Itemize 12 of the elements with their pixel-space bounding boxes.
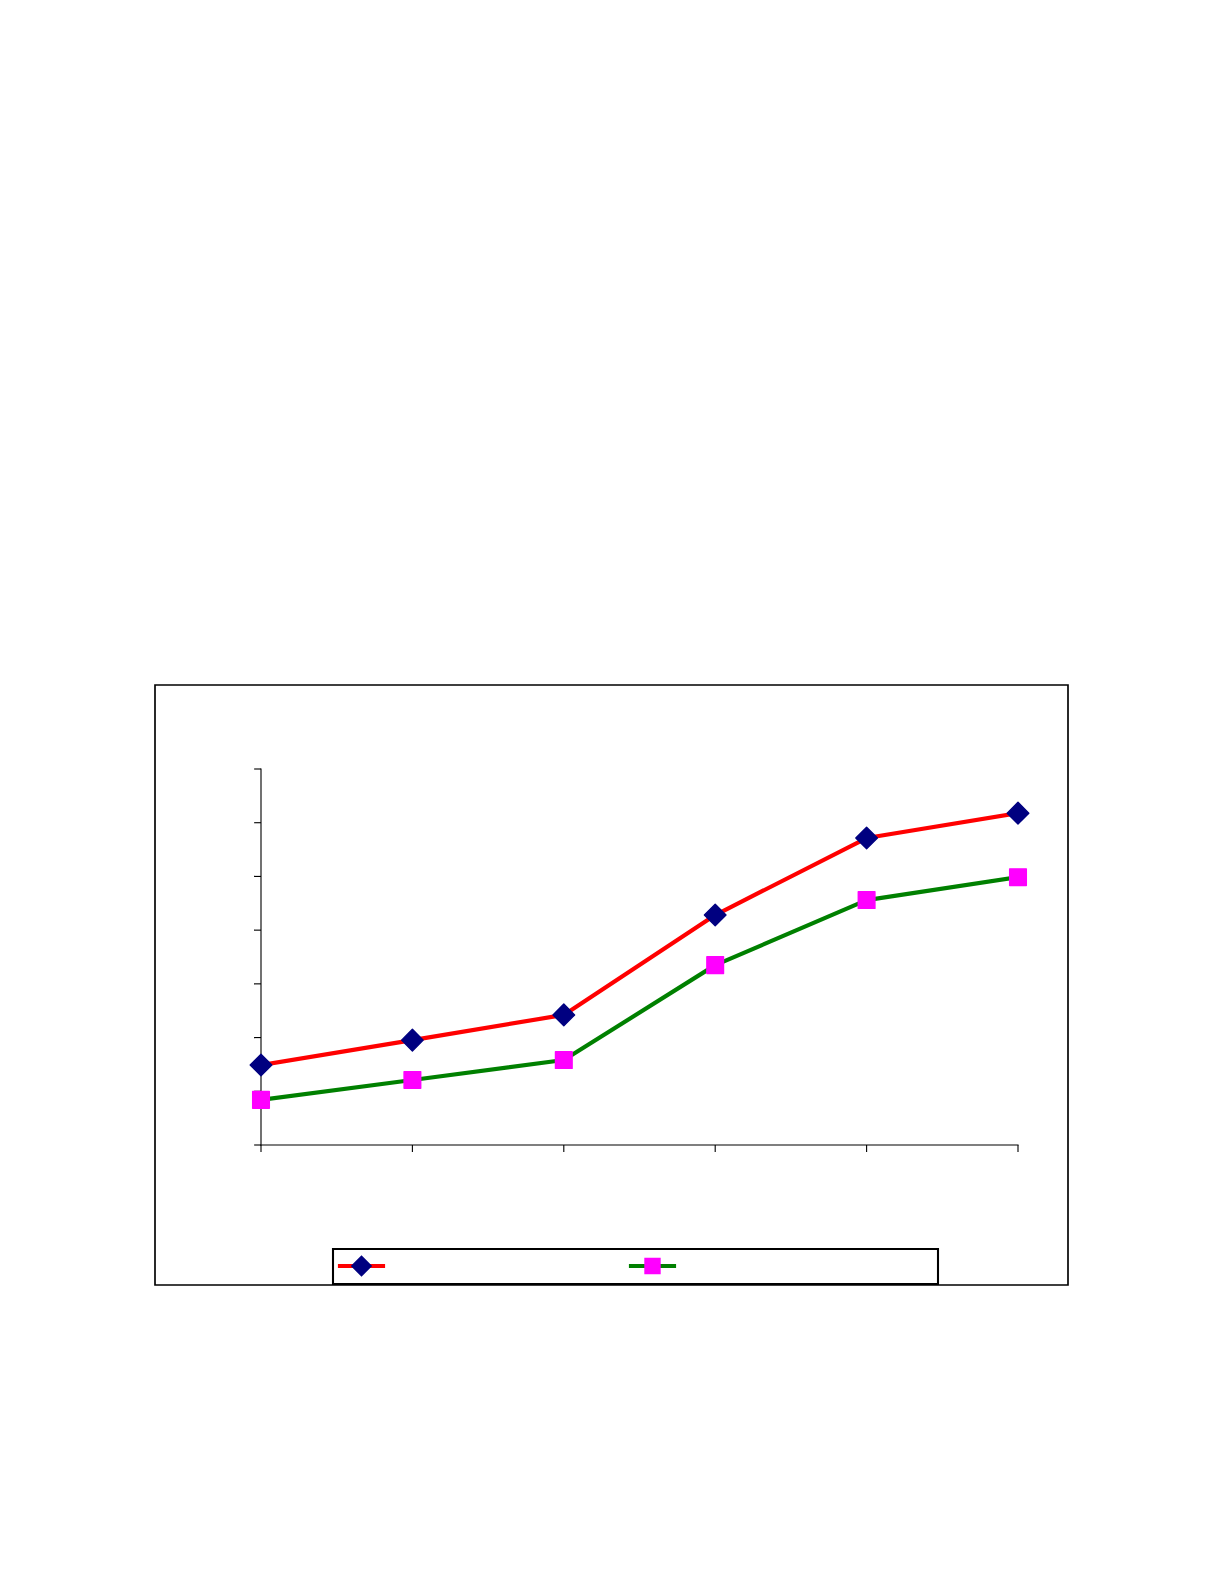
point — [1008, 868, 1028, 887]
point — [855, 826, 879, 850]
point — [554, 1051, 573, 1070]
point — [1006, 801, 1030, 825]
point — [400, 1028, 424, 1052]
point — [706, 956, 725, 975]
point — [249, 1053, 273, 1077]
point — [552, 1003, 576, 1027]
point — [251, 1090, 271, 1109]
point — [857, 891, 876, 910]
point — [703, 903, 727, 927]
point — [403, 1070, 422, 1089]
